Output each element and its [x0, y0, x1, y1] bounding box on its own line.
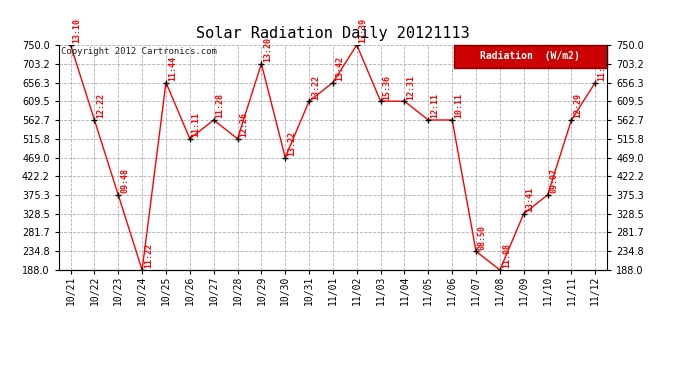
Text: 12:29: 12:29 — [573, 93, 582, 118]
Title: Solar Radiation Daily 20121113: Solar Radiation Daily 20121113 — [196, 26, 470, 41]
Text: 11:28: 11:28 — [215, 93, 224, 118]
Text: 08:50: 08:50 — [478, 225, 487, 250]
Text: 13:42: 13:42 — [335, 56, 344, 81]
Text: 15:36: 15:36 — [382, 75, 391, 100]
Text: 13:10: 13:10 — [72, 18, 81, 44]
Text: 11:51: 11:51 — [597, 56, 607, 81]
Text: 13:41: 13:41 — [526, 187, 535, 212]
Text: 13:22: 13:22 — [287, 131, 296, 156]
Text: 12:11: 12:11 — [431, 93, 440, 118]
Text: 11:08: 11:08 — [502, 243, 511, 268]
Text: 12:22: 12:22 — [97, 93, 106, 118]
Text: Copyright 2012 Cartronics.com: Copyright 2012 Cartronics.com — [61, 47, 217, 56]
Text: 09:07: 09:07 — [549, 168, 558, 194]
Text: 11:11: 11:11 — [192, 112, 201, 137]
Text: 12:31: 12:31 — [406, 75, 415, 100]
Text: 13:22: 13:22 — [311, 75, 320, 100]
Text: 11:22: 11:22 — [144, 243, 153, 268]
Text: 12:26: 12:26 — [239, 112, 248, 137]
Text: 13:39: 13:39 — [359, 18, 368, 44]
Text: Radiation  (W/m2): Radiation (W/m2) — [480, 51, 580, 61]
Text: 10:11: 10:11 — [454, 93, 463, 118]
Text: 09:48: 09:48 — [120, 168, 129, 194]
FancyBboxPatch shape — [453, 45, 607, 68]
Text: 13:20: 13:20 — [264, 37, 273, 62]
Text: 11:44: 11:44 — [168, 56, 177, 81]
